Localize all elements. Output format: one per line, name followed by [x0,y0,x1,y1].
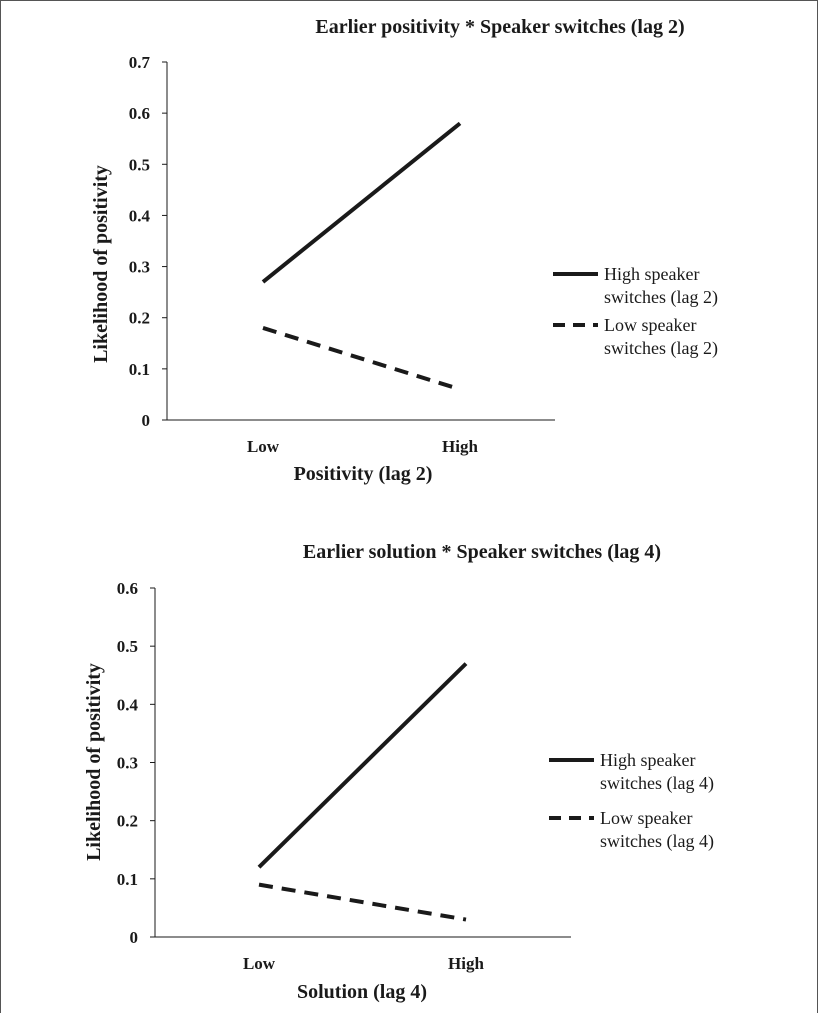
series-line-low [258,882,467,922]
y-tick-label: 0.6 [129,104,150,123]
x-tick-label: High [448,954,484,973]
chart-2-legend: High speaker switches (lag 4) Low speaker s… [549,750,714,852]
legend-label: Low speaker [604,315,696,335]
legend-label: High speaker [600,750,695,770]
y-tick-label: 0.3 [129,258,150,277]
x-tick-label: Low [243,954,276,973]
y-tick-label: 0.1 [129,360,150,379]
y-tick-label: 0.6 [117,579,138,598]
y-tick-label: 0.2 [117,812,138,831]
chart-1-title: Earlier positivity * Speaker switches (l… [315,16,684,38]
y-tick-label: 0.3 [117,754,138,773]
legend-label: switches (lag 2) [604,338,718,359]
legend-label: switches (lag 2) [604,287,718,308]
chart-2: Earlier solution * Speaker switches (lag… [83,541,714,1003]
legend-label: switches (lag 4) [600,831,714,852]
chart-1: Earlier positivity * Speaker switches (l… [90,16,718,485]
series-line-high [257,662,468,869]
y-tick-label: 0.4 [117,695,139,714]
chart-1-legend: High speaker switches (lag 2) Low speaker s… [553,264,718,359]
legend-label: Low speaker [600,808,692,828]
chart-2-x-axis-label: Solution (lag 4) [297,981,427,1003]
y-tick-label: 0 [142,411,151,430]
y-tick-label: 0.1 [117,870,138,889]
y-tick-label: 0 [130,928,139,947]
legend-label: switches (lag 4) [600,773,714,794]
chart-1-x-axis-label: Positivity (lag 2) [294,463,433,485]
y-tick-label: 0.2 [129,309,150,328]
series-line-low [262,326,461,392]
y-tick-label: 0.5 [129,155,150,174]
legend-label: High speaker [604,264,699,284]
x-tick-label: Low [247,437,280,456]
chart-1-y-axis-label: Likelihood of positivity [90,165,112,363]
chart-2-series [257,662,468,922]
chart-2-y-axis-label: Likelihood of positivity [83,663,105,861]
y-tick-label: 0.5 [117,637,138,656]
y-tick-label: 0.4 [129,206,151,225]
chart-2-title: Earlier solution * Speaker switches (lag… [303,541,661,563]
chart-1-series [261,121,462,392]
chart-1-axes: 0 0.1 0.2 0.3 0.4 0.5 0.6 0.7 Low High [129,53,555,456]
x-tick-label: High [442,437,478,456]
y-tick-label: 0.7 [129,53,151,72]
chart-2-axes: 0 0.1 0.2 0.3 0.4 0.5 0.6 Low High [117,579,571,973]
series-line-high [261,121,462,284]
